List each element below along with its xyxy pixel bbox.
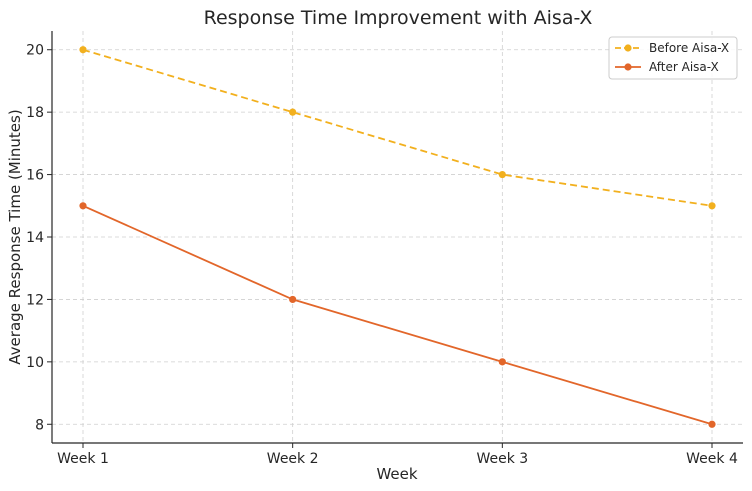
series [79, 46, 716, 428]
data-point [498, 358, 506, 366]
legend-label: After Aisa-X [649, 60, 719, 74]
x-tick-label: Week 3 [476, 451, 528, 467]
data-point [79, 46, 87, 54]
data-point [289, 295, 297, 304]
x-tick-label: Week 4 [686, 451, 738, 467]
data-point [498, 170, 506, 179]
y-tick-label: 18 [26, 105, 44, 121]
legend-marker [624, 44, 632, 52]
data-point [289, 108, 297, 116]
chart-title: Response Time Improvement with Aisa-X [204, 7, 593, 29]
data-point [708, 202, 716, 210]
y-axis-ticks: 8 10 12 14 16 18 20 [26, 43, 52, 433]
x-axis-title: Week [376, 465, 417, 483]
data-point [79, 202, 87, 210]
y-tick-label: 14 [26, 230, 44, 246]
series-line [82, 48, 713, 207]
y-tick-label: 8 [35, 417, 44, 433]
x-tick-label: Week 2 [267, 451, 319, 467]
y-axis-title: Average Response Time (Minutes) [6, 109, 24, 364]
x-axis-ticks: Week 1 Week 2 Week 3 Week 4 [57, 443, 738, 467]
data-point [708, 420, 716, 428]
grid [52, 31, 743, 443]
legend-item: After Aisa-X [615, 60, 719, 74]
y-tick-label: 12 [26, 292, 44, 308]
legend: Before Aisa-X After Aisa-X [608, 36, 738, 80]
y-tick-label: 10 [26, 355, 44, 371]
series-after-aisa-x [79, 202, 716, 428]
x-tick-label: Week 1 [57, 451, 109, 467]
series-before-aisa-x [79, 46, 716, 210]
legend-label: Before Aisa-X [649, 41, 729, 55]
series-line [82, 204, 713, 426]
y-tick-label: 20 [26, 43, 44, 59]
legend-box [608, 36, 738, 80]
y-tick-label: 16 [26, 168, 44, 184]
legend-marker [624, 63, 632, 71]
legend-item: Before Aisa-X [615, 41, 729, 55]
